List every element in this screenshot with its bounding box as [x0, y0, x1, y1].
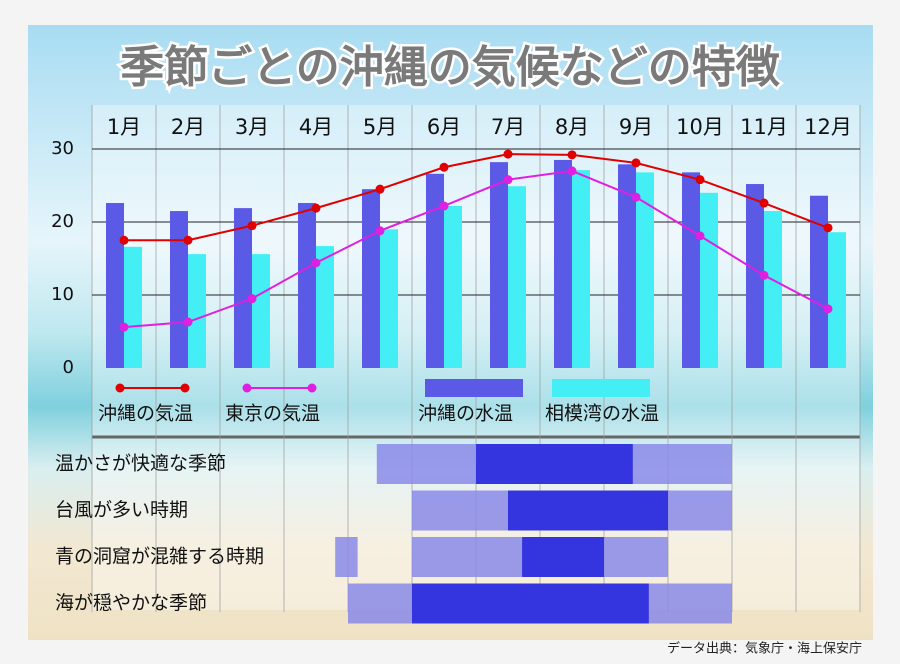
line-point — [823, 223, 833, 233]
line-point — [183, 317, 193, 327]
bar — [380, 229, 398, 368]
line-point — [375, 226, 385, 236]
line-point — [375, 184, 385, 194]
y-tick-label: 0 — [63, 357, 74, 378]
bar — [106, 203, 124, 368]
row-label: 温かさが快適な季節 — [55, 453, 226, 475]
legend-swatch — [115, 383, 125, 393]
line-point — [119, 322, 129, 332]
x-tick-label: 4月 — [299, 115, 333, 139]
x-tick-label: 1月 — [107, 115, 141, 139]
period-bar — [412, 583, 649, 624]
x-tick-label: 3月 — [235, 115, 269, 139]
line-point — [503, 149, 513, 159]
line-point — [311, 258, 321, 268]
bar — [234, 208, 252, 368]
bar — [746, 184, 764, 368]
x-tick-label: 12月 — [804, 115, 852, 139]
bar — [508, 186, 526, 368]
legend-swatch — [180, 383, 190, 393]
line-point — [631, 192, 641, 202]
line-point — [567, 150, 577, 160]
line-point — [119, 235, 129, 245]
line-point — [631, 158, 641, 168]
legend-swatch — [242, 383, 252, 393]
bar — [682, 172, 700, 368]
source: データ出典：気象庁・海上保安庁 — [667, 641, 862, 657]
bar — [636, 172, 654, 368]
x-tick-label: 6月 — [427, 115, 461, 139]
title: 季節ごとの沖縄の気候などの特徴 — [120, 42, 781, 93]
line-point — [311, 203, 321, 213]
bar — [444, 205, 462, 368]
row-label: 海が穏やかな季節 — [55, 592, 207, 614]
bar — [170, 211, 188, 368]
bar — [426, 173, 444, 368]
line-point — [567, 166, 577, 176]
line-point — [439, 162, 449, 172]
bar — [362, 189, 380, 368]
y-tick-label: 20 — [51, 211, 74, 232]
bar — [252, 254, 270, 368]
bar — [618, 164, 636, 368]
legend-swatch — [307, 383, 317, 393]
bar — [316, 246, 334, 368]
line-point — [823, 304, 833, 314]
line-point — [503, 175, 513, 185]
period-bar — [335, 537, 358, 577]
bar — [490, 162, 508, 368]
x-tick-label: 7月 — [491, 115, 525, 139]
bar — [188, 254, 206, 368]
period-bar — [522, 537, 604, 577]
period-bar — [508, 490, 668, 531]
line — [123, 169, 829, 329]
x-tick-label: 2月 — [171, 115, 205, 139]
row-label: 青の洞窟が混雑する時期 — [55, 546, 264, 568]
legend-label: 東京の気温 — [225, 403, 320, 425]
period-bar — [476, 444, 633, 484]
bar — [700, 192, 718, 368]
x-tick-label: 11月 — [740, 115, 788, 139]
legend-label: 沖縄の気温 — [98, 403, 193, 425]
bar — [828, 232, 846, 368]
x-tick-label: 9月 — [619, 115, 653, 139]
x-tick-label: 5月 — [363, 115, 397, 139]
line-point — [695, 175, 705, 185]
bar — [764, 211, 782, 368]
line-point — [247, 221, 257, 231]
y-tick-label: 10 — [51, 284, 74, 305]
plot: 1月 2月 3月 4月 5月 6月 7月 8月 9月 10月 11月 12月 0 10 20 30 沖縄の気温 東… — [51, 105, 861, 624]
legend-swatch — [552, 379, 650, 397]
x-tick-label: 10月 — [676, 115, 724, 139]
line — [124, 153, 829, 242]
line-point — [247, 294, 257, 304]
x-tick-label: 8月 — [555, 115, 589, 139]
bar — [298, 203, 316, 368]
y-tick-label: 30 — [51, 138, 74, 159]
legend-label: 相模湾の水温 — [545, 403, 659, 425]
legend-label: 沖縄の水温 — [418, 403, 513, 425]
line-point — [183, 235, 193, 245]
line-point — [759, 270, 769, 280]
legend-swatch — [425, 379, 523, 397]
bar — [554, 159, 572, 368]
bar — [572, 170, 590, 368]
bar — [810, 195, 828, 368]
line-point — [439, 201, 449, 211]
bar — [124, 246, 142, 368]
line-point — [759, 198, 769, 208]
line-point — [695, 231, 705, 241]
row-label: 台風が多い時期 — [55, 499, 188, 521]
